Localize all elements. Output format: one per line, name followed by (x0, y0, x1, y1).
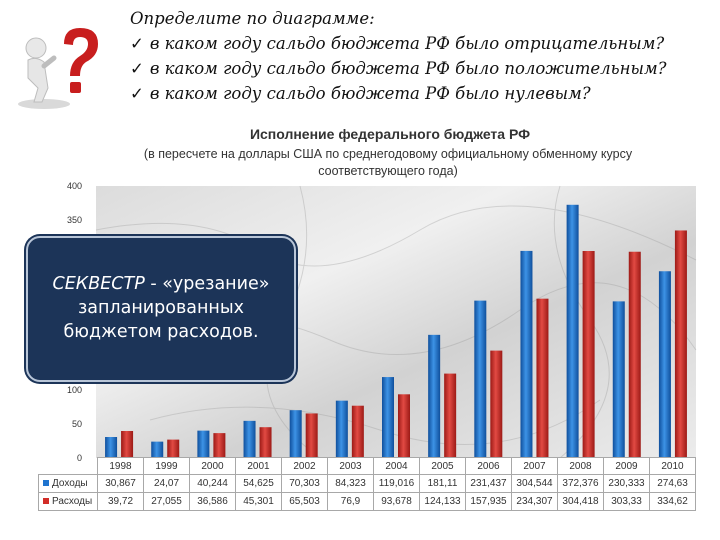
bar-income (105, 437, 118, 458)
legend-income: Доходы (38, 474, 98, 493)
bar-income (474, 300, 487, 458)
bar-income (428, 334, 441, 458)
table-header-year: 2004 (373, 457, 420, 475)
table-header-year: 1999 (143, 457, 190, 475)
bar-expense (582, 250, 595, 458)
table-cell-income: 30,867 (97, 474, 144, 493)
table-header-year: 2002 (281, 457, 328, 475)
bar-income (335, 400, 348, 458)
bar-expense (628, 251, 641, 458)
checkmark-icon: ✓ (130, 34, 144, 53)
sequester-callout: СЕКВЕСТР - «урезание» запланированных бю… (26, 236, 296, 382)
table-cell-expense: 36,586 (189, 492, 236, 511)
table-header-year: 2009 (603, 457, 650, 475)
table-cell-expense: 334,62 (649, 492, 696, 511)
callout-text-3: бюджетом расходов. (63, 322, 259, 342)
bar-expense (444, 373, 457, 458)
checkmark-icon: ✓ (130, 59, 144, 78)
table-cell-expense: 76,9 (327, 492, 374, 511)
table-cell-income: 54,625 (235, 474, 282, 493)
bar-income (520, 250, 533, 458)
table-cell-expense: 234,307 (511, 492, 558, 511)
bar-expense (259, 427, 272, 458)
question-item: ✓ в каком году сальдо бюджета РФ было отр… (130, 34, 665, 53)
table-cell-income: 119,016 (373, 474, 420, 493)
table-header-year: 2008 (557, 457, 604, 475)
question-item: ✓ в каком году сальдо бюджета РФ было нул… (130, 84, 591, 103)
callout-text-1: - «урезание» (144, 274, 270, 294)
table-cell-expense: 27,055 (143, 492, 190, 511)
table-cell-income: 84,323 (327, 474, 374, 493)
bar-expense (305, 413, 318, 458)
table-cell-expense: 65,503 (281, 492, 328, 511)
data-table: 1998 1999 2000 2001 2002 2003 2004 2005 2006 2007… (38, 457, 696, 511)
table-cell-income: 181,11 (419, 474, 466, 493)
table-cell-income: 40,244 (189, 474, 236, 493)
table-cell-income: 304,544 (511, 474, 558, 493)
bar-expense (536, 298, 549, 458)
income-swatch (43, 480, 49, 487)
bar-expense (351, 405, 364, 458)
bar-income (658, 271, 671, 458)
bar-income (289, 410, 302, 458)
bar-expense (490, 350, 503, 458)
questions-intro: Определите по диаграмме: (130, 9, 375, 28)
table-cell-income: 24,07 (143, 474, 190, 493)
table-cell-income: 274,63 (649, 474, 696, 493)
bar-income (243, 420, 256, 458)
bar-income (197, 430, 210, 458)
table-cell-expense: 93,678 (373, 492, 420, 511)
questions-block: Определите по диаграмме: ✓ в каком году с… (130, 6, 710, 106)
table-cell-income: 70,303 (281, 474, 328, 493)
bar-income (151, 441, 164, 458)
table-cell-expense: 304,418 (557, 492, 604, 511)
table-cell-expense: 157,935 (465, 492, 512, 511)
y-tick-label: 350 (67, 215, 82, 225)
table-cell-income: 372,376 (557, 474, 604, 493)
bar-income (382, 377, 394, 458)
table-cell-expense: 303,33 (603, 492, 650, 511)
y-tick-label: 400 (67, 181, 82, 191)
expense-swatch (43, 498, 49, 505)
callout-term: СЕКВЕСТР (52, 274, 145, 294)
table-cell-expense: 39,72 (97, 492, 144, 511)
bar-income (566, 204, 579, 458)
bar-expense (167, 439, 180, 458)
table-cell-income: 230,333 (603, 474, 650, 493)
bar-expense (674, 230, 687, 458)
bar-income (612, 301, 625, 458)
table-header-year: 2001 (235, 457, 282, 475)
table-cell-expense: 124,133 (419, 492, 466, 511)
checkmark-icon: ✓ (130, 84, 144, 103)
bar-series (105, 204, 687, 458)
bar-expense (213, 433, 226, 458)
table-header-year: 1998 (97, 457, 144, 475)
chart-subtitle: (в пересчете на доллары США по среднегод… (143, 147, 633, 178)
table-header-year: 2010 (649, 457, 696, 475)
table-header-year: 2000 (189, 457, 236, 475)
table-cell-expense: 45,301 (235, 492, 282, 511)
table-cell-income: 231,437 (465, 474, 512, 493)
question-item: ✓ в каком году сальдо бюджета РФ было пол… (130, 59, 667, 78)
table-header-year: 2003 (327, 457, 374, 475)
y-tick-label: 50 (72, 419, 82, 429)
bar-expense (398, 394, 410, 458)
question-figure-icon (18, 28, 98, 109)
table-header-year: 2006 (465, 457, 512, 475)
y-tick-label: 100 (67, 385, 82, 395)
legend-expense: Расходы (38, 492, 98, 511)
table-header-year: 2005 (419, 457, 466, 475)
table-header-year: 2007 (511, 457, 558, 475)
chart-title: Исполнение федерального бюджета РФ (249, 126, 531, 142)
callout-text-2: запланированных (77, 298, 245, 318)
bar-expense (121, 430, 134, 458)
